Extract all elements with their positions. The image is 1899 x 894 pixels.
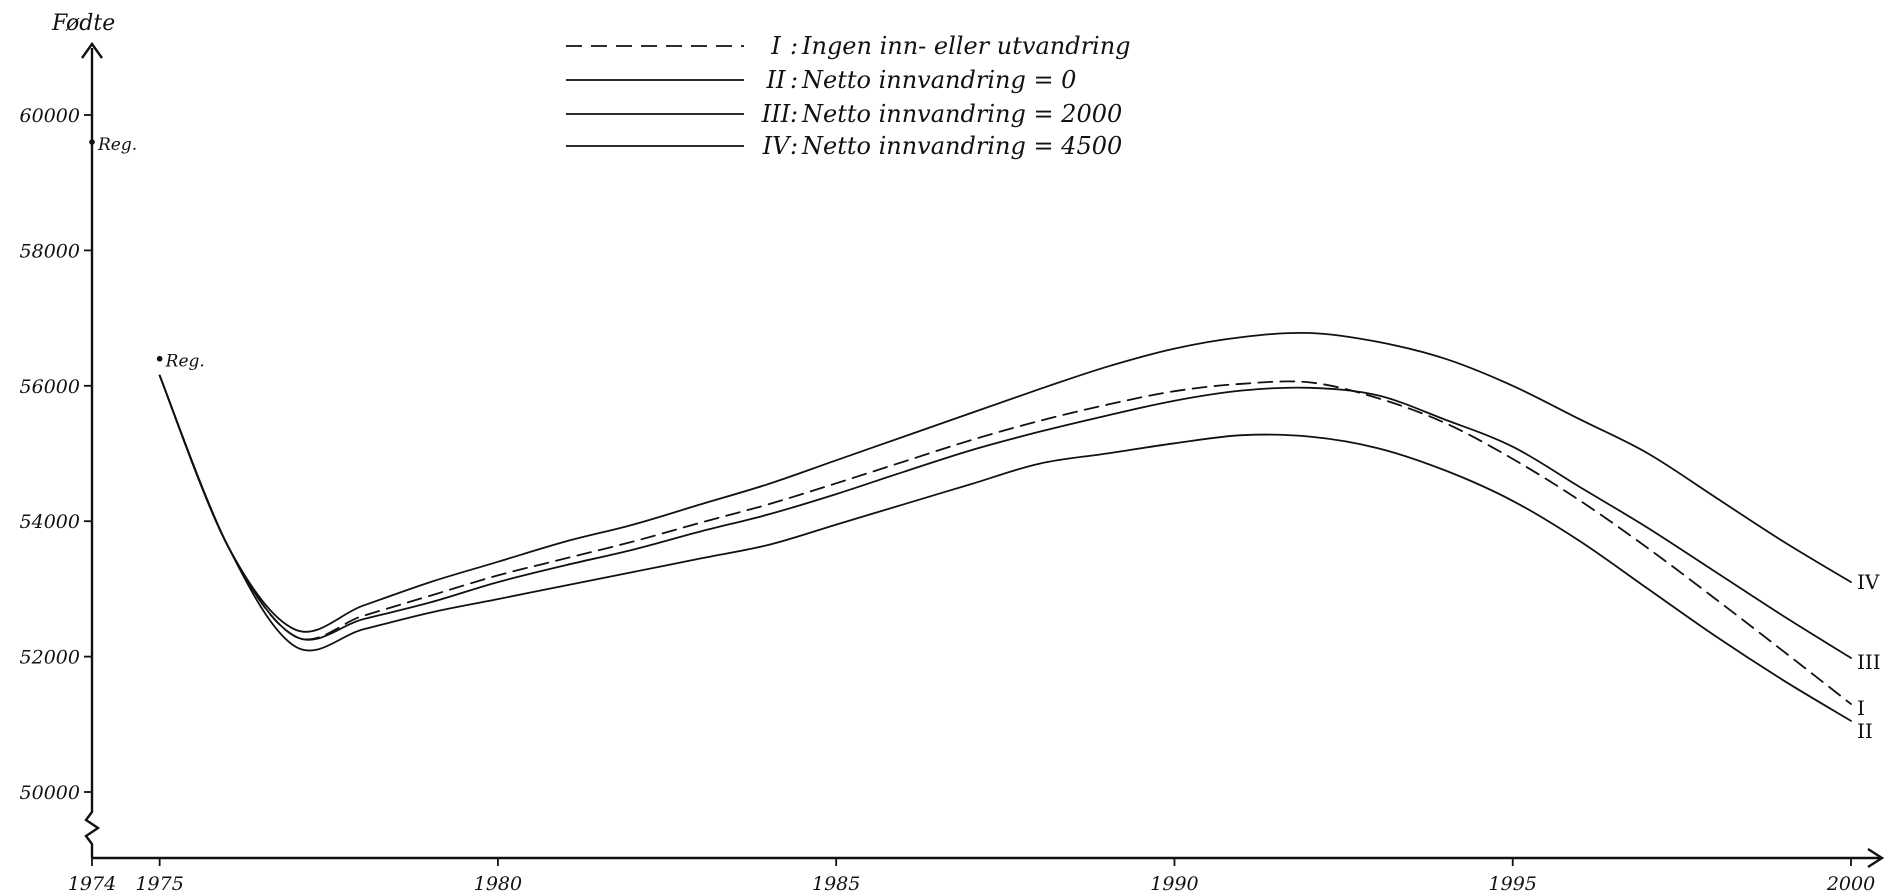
legend-numeral: I [770,32,781,60]
registered-points: Reg. Reg. [89,135,205,372]
legend-series-name: Netto innvandring = 2000 [801,100,1122,128]
y-tick-label: 54000 [20,511,80,533]
x-tick-label: 1974 [68,873,116,894]
x-tick-label: 1980 [474,873,522,894]
registered-label: Reg. [97,135,137,155]
x-axis-arrow-icon [1867,847,1885,869]
legend-numeral: II [766,66,786,94]
legend-numeral: III [761,100,791,128]
x-tick-label: 1990 [1150,873,1198,894]
y-axis-title: Fødte [51,11,115,36]
x-tick-label: 1995 [1489,873,1537,894]
y-axis-line [84,48,101,858]
series-line-i [158,374,1852,705]
ticks: 50000 52000 54000 56000 58000 60000 1974 1975 19… [20,105,1876,894]
legend-series-name: Netto innvandring = 0 [801,66,1076,94]
series-line-iii [158,374,1852,659]
x-tick-label: 2000 [1826,873,1875,894]
series-end-label: III [1857,650,1881,674]
legend-series-name: Netto innvandring = 4500 [801,132,1122,160]
x-tick-label: 1975 [135,873,183,894]
legend-colon: : [790,66,798,94]
x-tick-label: 1985 [812,873,860,894]
y-tick-label: 56000 [20,376,80,398]
series-end-label: I [1857,696,1865,720]
y-axis-arrow-icon [81,41,103,59]
legend-colon: : [790,132,798,160]
series-line-iv [158,331,1852,633]
legend-series-name: Ingen inn- eller utvandring [801,32,1131,60]
series-end-label: II [1857,719,1873,743]
series-end-label: IV [1857,570,1880,594]
registered-point [89,139,95,145]
legend-colon: : [790,32,798,60]
y-tick-label: 52000 [20,647,80,669]
registered-point [156,355,163,362]
y-tick-label: 58000 [20,240,80,262]
y-tick-label: 60000 [20,105,80,127]
series-line-ii [158,374,1852,722]
axes: Fødte [51,11,1885,869]
y-tick-label: 50000 [20,782,80,804]
legend-numeral: IV [762,132,792,160]
legend-colon: : [790,100,798,128]
registered-label: Reg. [165,352,205,372]
